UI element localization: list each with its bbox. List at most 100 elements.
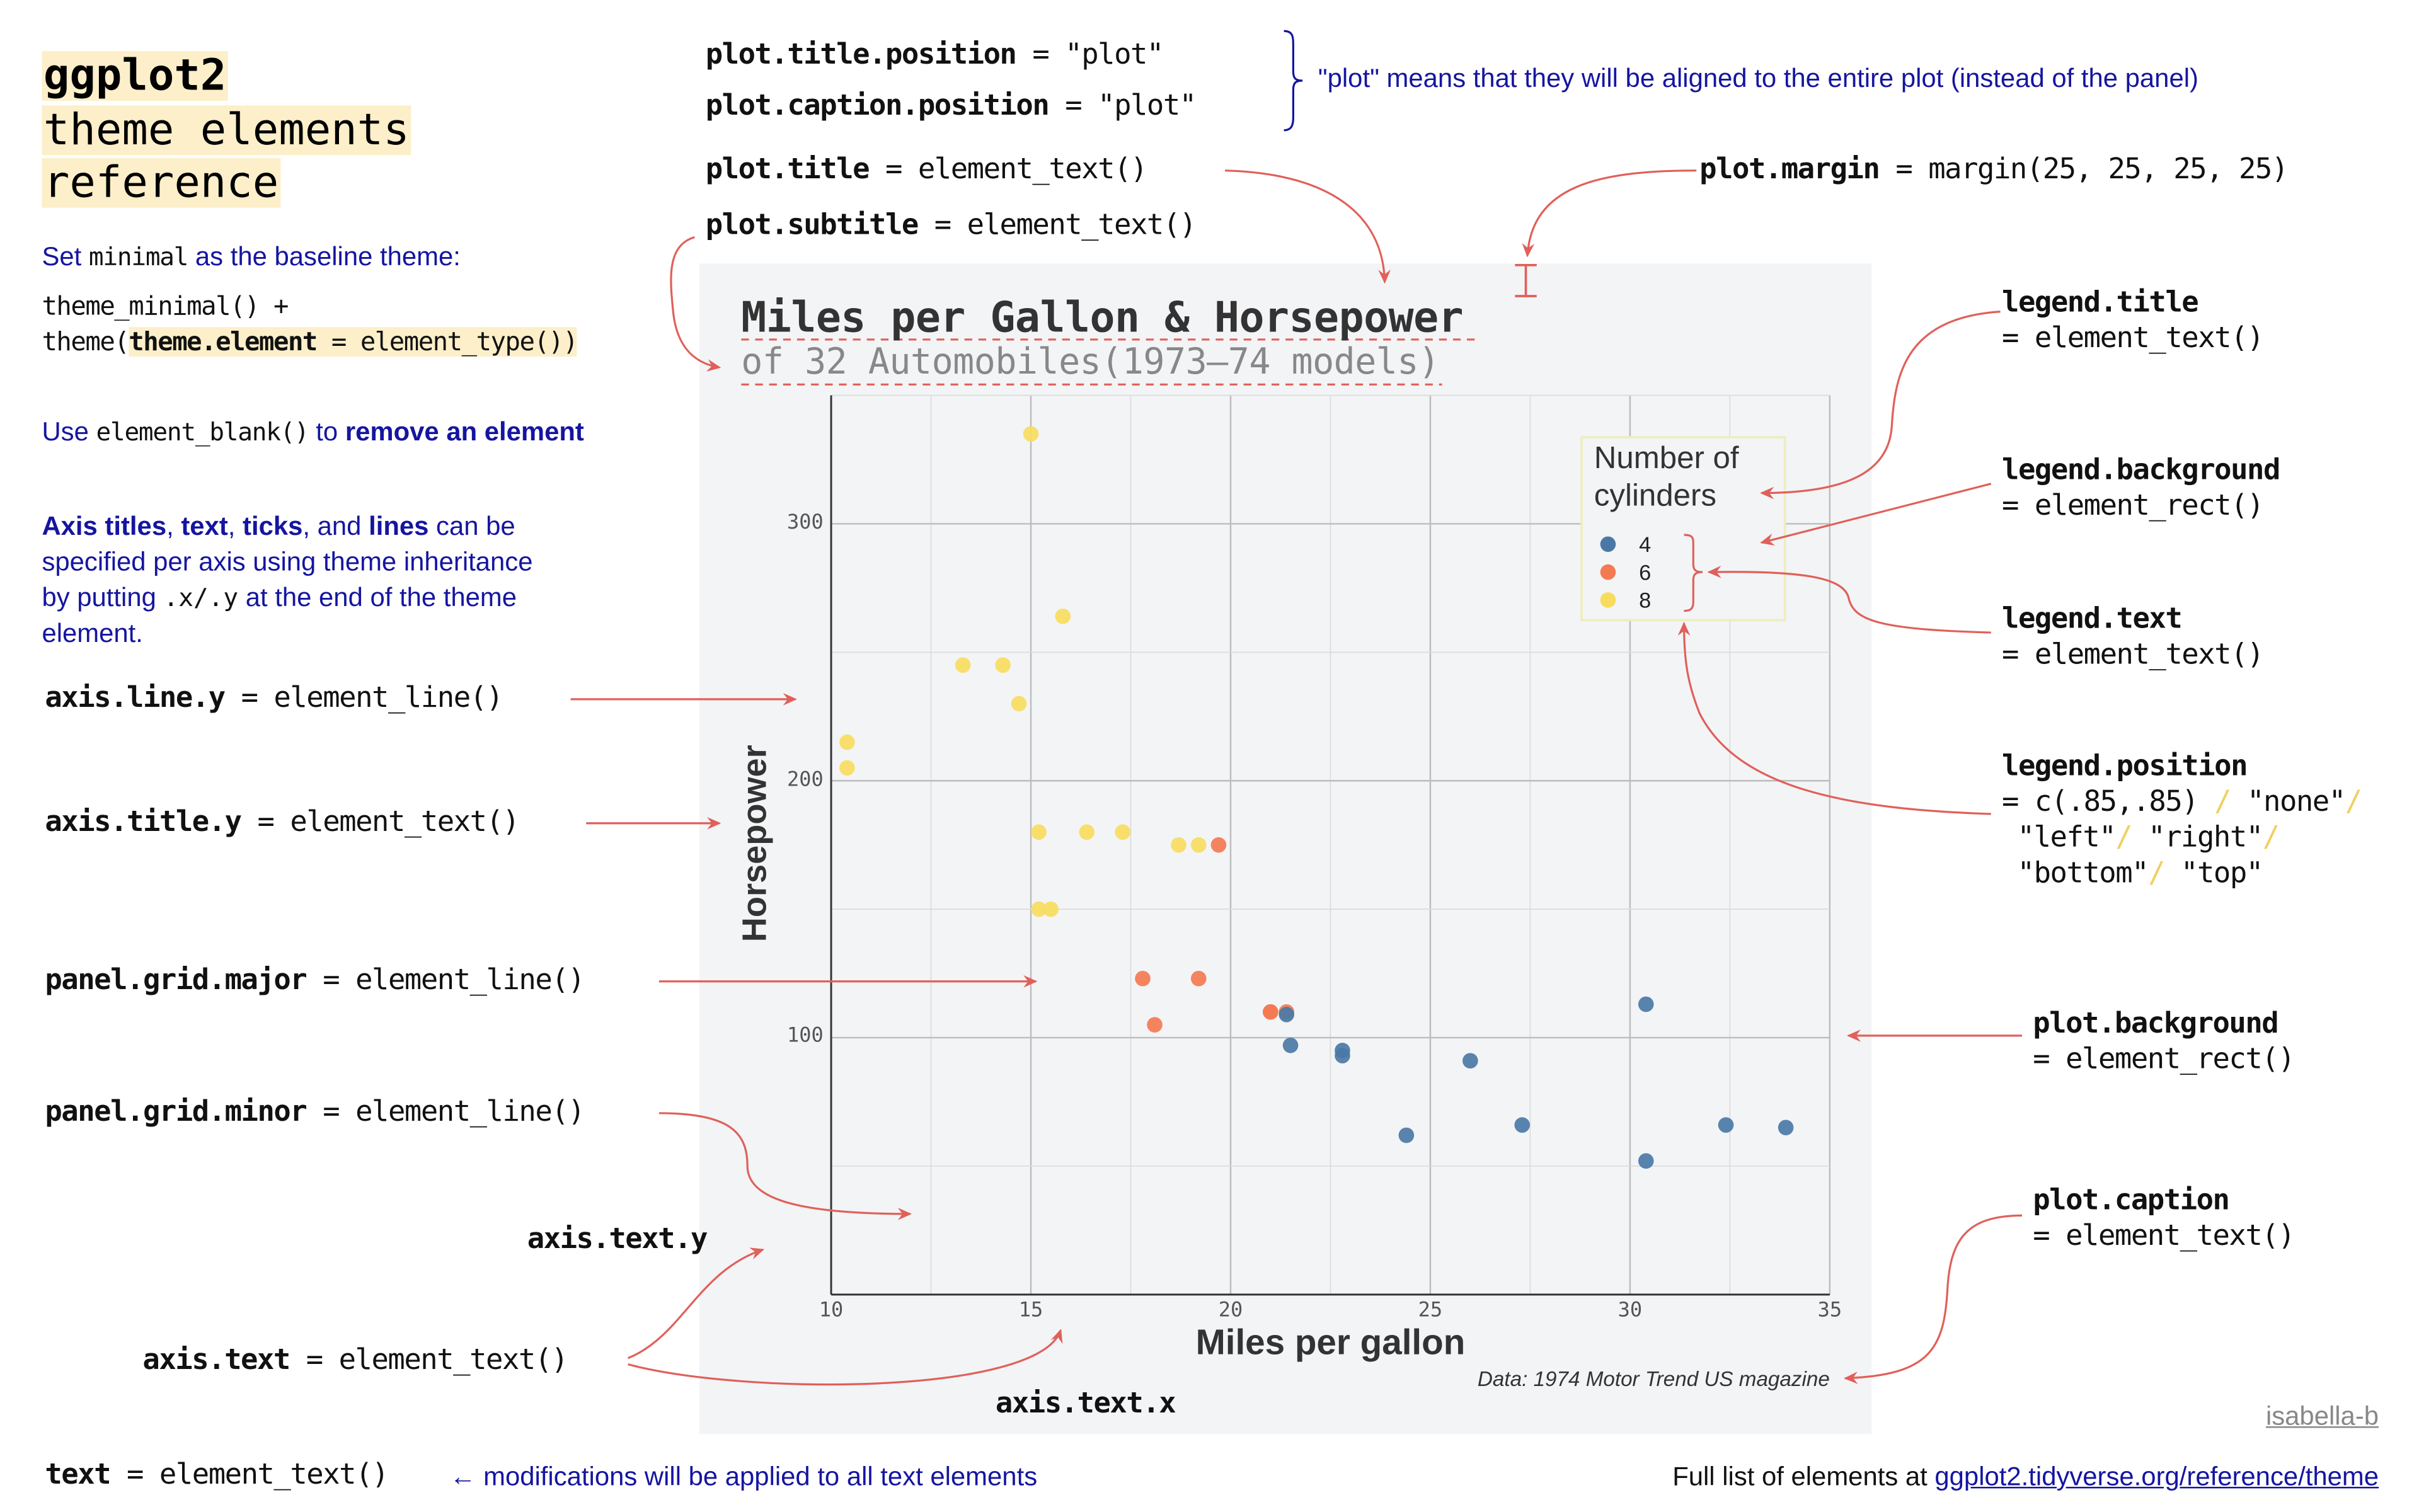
legend-key-6	[1600, 564, 1616, 580]
baseline-code: minimal	[88, 241, 189, 272]
legend-label-4: 4	[1639, 532, 1652, 557]
w-ticks: ticks	[243, 512, 303, 541]
arrow-legend-background	[1760, 483, 1992, 546]
data-point-cyl-8	[839, 760, 855, 776]
element-name: legend.title	[2002, 287, 2199, 319]
data-point-cyl-4	[1282, 1037, 1299, 1053]
sep: , and	[302, 512, 369, 541]
data-point-cyl-8	[1031, 824, 1047, 840]
element-value: = element_text()	[289, 1344, 568, 1377]
element-name: plot.background	[2033, 1007, 2278, 1041]
legend-keys	[1600, 536, 1616, 608]
data-point-cyl-8	[1011, 696, 1027, 712]
x-tick-label: 25	[1418, 1299, 1443, 1323]
sep: /	[2115, 822, 2132, 854]
ann-plot-margin: plot.margin = margin(25, 25, 25, 25)	[1699, 153, 2289, 186]
arrow-axis-text-y	[628, 1247, 765, 1360]
baseline-post: as the baseline theme:	[195, 241, 461, 272]
data-point-cyl-8	[1190, 837, 1207, 853]
data-point-cyl-8	[1079, 824, 1095, 840]
w-axis-titles: Axis titles	[42, 512, 167, 541]
data-point-cyl-8	[955, 657, 971, 673]
ann-plot-caption: plot.caption = element_text()	[2033, 1183, 2295, 1254]
element-name: legend.text	[2002, 603, 2183, 636]
code-xy: .x/.y	[163, 583, 239, 613]
element-name: panel.grid.major	[45, 964, 307, 997]
ann-plot-title: plot.title = element_text()	[706, 153, 1148, 186]
legend-text-brace-icon	[1684, 534, 1703, 612]
w: at the end of the theme	[245, 583, 517, 613]
note-line-4: element.	[42, 618, 143, 648]
theme-reference-link[interactable]: ggplot2.tidyverse.org/reference/theme	[1934, 1462, 2379, 1492]
code-theme-element: theme.element	[129, 327, 318, 357]
code-element-type: = element_type())	[316, 327, 578, 357]
element-name: axis.text	[142, 1344, 290, 1377]
title-line-1: ggplot2	[42, 51, 228, 101]
ann-panel-grid-minor: panel.grid.minor = element_line()	[45, 1098, 585, 1128]
ann-axis-title-y: axis.title.y = element_text()	[45, 808, 520, 839]
data-point-cyl-8	[1171, 837, 1187, 853]
plot-title: Miles per Gallon & Horsepower	[741, 294, 1464, 343]
element-value: = element_text()	[2033, 1220, 2295, 1253]
y-tick-label: 100	[786, 1025, 824, 1049]
element-name: legend.position	[2002, 750, 2248, 783]
element-name: text	[45, 1458, 111, 1492]
data-point-cyl-8	[1023, 426, 1039, 442]
plot-caption: Data: 1974 Motor Trend US magazine	[1477, 1367, 1830, 1391]
sep: /	[2345, 786, 2362, 819]
element-value: = element_text()	[2002, 638, 2264, 672]
element-value: = element_text()	[869, 153, 1147, 186]
arrow-legend-title	[1760, 311, 2001, 500]
author-link[interactable]: isabella-b	[2265, 1401, 2379, 1431]
axis-title-y: Horsepower	[735, 745, 774, 942]
blank-pre: Use	[42, 416, 89, 447]
legend-label-8: 8	[1639, 587, 1652, 613]
element-value: = margin(25, 25, 25, 25)	[1879, 153, 2289, 186]
arrow-plot-subtitle	[670, 236, 721, 372]
sep: /	[2148, 857, 2165, 890]
element-value: = element_rect()	[2033, 1043, 2295, 1076]
ann-axis-text: axis.text = element_text()	[142, 1346, 568, 1377]
data-point-cyl-4	[1778, 1120, 1794, 1136]
ann-axis-text-x: axis.text.x	[995, 1387, 1176, 1421]
arrow-plot-caption	[1844, 1214, 2023, 1384]
ann-legend-background: legend.background = element_rect()	[2002, 453, 2280, 524]
data-point-cyl-4	[1462, 1053, 1478, 1069]
element-value: = element_text()	[110, 1458, 389, 1492]
element-value: = "plot"	[1016, 38, 1164, 72]
sep: /	[2214, 786, 2231, 819]
opt: "right"	[2148, 822, 2263, 854]
y-tick-label: 200	[786, 768, 824, 792]
baseline-pre: Set	[42, 241, 82, 272]
data-point-cyl-6	[1210, 837, 1227, 853]
annotation-arrows	[570, 169, 2023, 1386]
arrow-axis-text-x	[628, 1329, 1063, 1386]
data-point-cyl-8	[1115, 824, 1131, 840]
note-line-2: specified per axis using theme inheritan…	[42, 547, 533, 577]
title-line-3: reference	[42, 158, 280, 208]
data-point-cyl-8	[995, 657, 1011, 673]
opt: = c(.85,.85)	[2002, 786, 2215, 819]
element-value: = element_rect()	[2002, 490, 2264, 523]
data-point-cyl-4	[1638, 996, 1654, 1012]
ann-axis-line-y: axis.line.y = element_line()	[45, 684, 503, 714]
element-name: plot.caption	[2033, 1184, 2230, 1217]
legend-key-4	[1600, 536, 1616, 553]
element-name: plot.caption.position	[705, 89, 1050, 123]
ann-plot-caption-position: plot.caption.position = "plot"	[705, 89, 1197, 123]
ann-axis-text-y: axis.text.y	[527, 1223, 708, 1256]
x-tick-label: 30	[1617, 1299, 1643, 1323]
code-theme: theme(	[42, 327, 129, 357]
ann-plot-subtitle: plot.subtitle = element_text()	[706, 209, 1197, 242]
full-list-note: Full list of elements at ggplot2.tidyver…	[1672, 1463, 2379, 1490]
blank-note: Use element_blank() to remove an element	[42, 418, 583, 445]
element-name: axis.title.y	[45, 806, 242, 839]
opt: "bottom"	[2017, 857, 2149, 890]
opt: "none"	[2247, 786, 2346, 819]
code-line-1: theme_minimal() +	[42, 291, 289, 321]
ann-legend-text: legend.text = element_text()	[2002, 602, 2264, 673]
element-value: = element_text()	[917, 209, 1197, 242]
legend-background	[1580, 436, 1786, 622]
